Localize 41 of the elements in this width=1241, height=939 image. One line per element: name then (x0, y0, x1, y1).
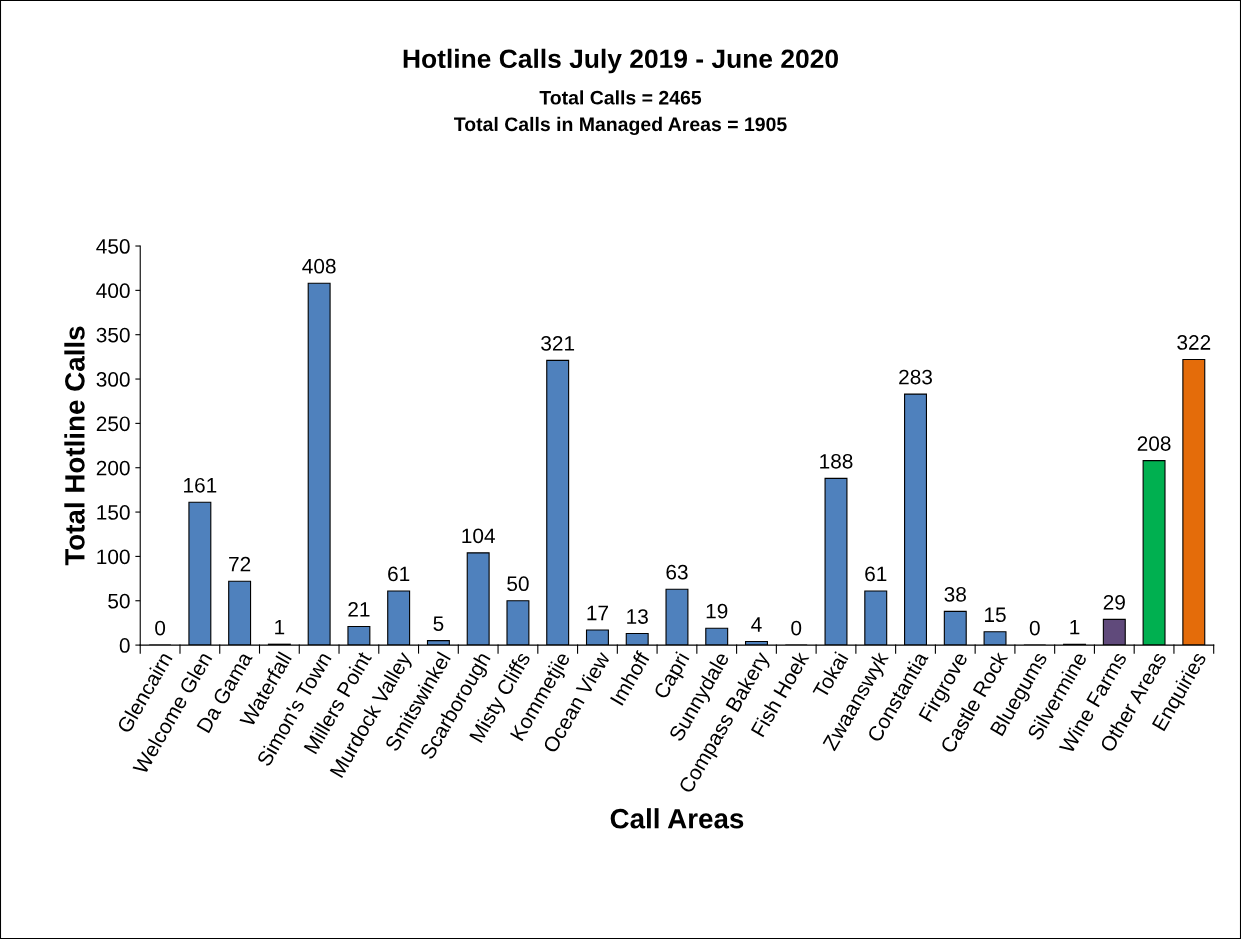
y-tick-label: 250 (96, 416, 130, 432)
data-label: 1 (275, 619, 285, 635)
y-tick-label: 0 (119, 638, 130, 653)
y-tick-label: 200 (96, 460, 130, 476)
y-tick-label: 150 (97, 505, 130, 520)
data-label: 104 (462, 528, 495, 544)
data-label: 1 (1070, 619, 1080, 635)
data-label: 61 (388, 566, 410, 582)
y-tick-label: 450 (96, 239, 130, 254)
y-tick-label: 50 (108, 593, 130, 609)
data-label: 38 (944, 586, 966, 602)
x-axis-title: Call Areas (610, 808, 744, 829)
data-label: 21 (348, 602, 370, 617)
data-label: 5 (433, 616, 444, 631)
data-label: 0 (1029, 620, 1040, 636)
chart-title: Hotline Calls July 2019 - June 2020 (403, 48, 838, 74)
data-label: 19 (706, 603, 728, 619)
data-label: 13 (627, 609, 648, 624)
data-label: 63 (666, 564, 688, 580)
data-label: 283 (899, 369, 932, 385)
y-axis-title: Total Hotline Calls (64, 326, 85, 566)
y-tick-label: 400 (96, 283, 130, 299)
data-label: 29 (1103, 594, 1125, 610)
data-label: 61 (865, 566, 887, 582)
data-label: 208 (1137, 436, 1171, 451)
data-label: 161 (184, 477, 217, 493)
y-tick-label: 300 (96, 372, 130, 387)
data-label: 188 (820, 453, 853, 469)
data-label: 0 (155, 620, 166, 636)
data-label: 322 (1177, 335, 1211, 350)
data-label: 408 (302, 258, 336, 274)
y-tick-label: 100 (97, 549, 130, 565)
data-label: 17 (587, 605, 608, 621)
data-label: 50 (507, 576, 529, 592)
data-label: 321 (541, 335, 575, 351)
chart-subtitle: Total Calls = 2465 Total Calls in Managed Areas = 1905 (454, 90, 787, 136)
data-label: 0 (791, 620, 802, 636)
data-label: 15 (985, 607, 1006, 623)
data-label: 4 (751, 617, 762, 632)
data-label: 72 (229, 556, 251, 572)
y-tick-label: 350 (96, 327, 130, 343)
